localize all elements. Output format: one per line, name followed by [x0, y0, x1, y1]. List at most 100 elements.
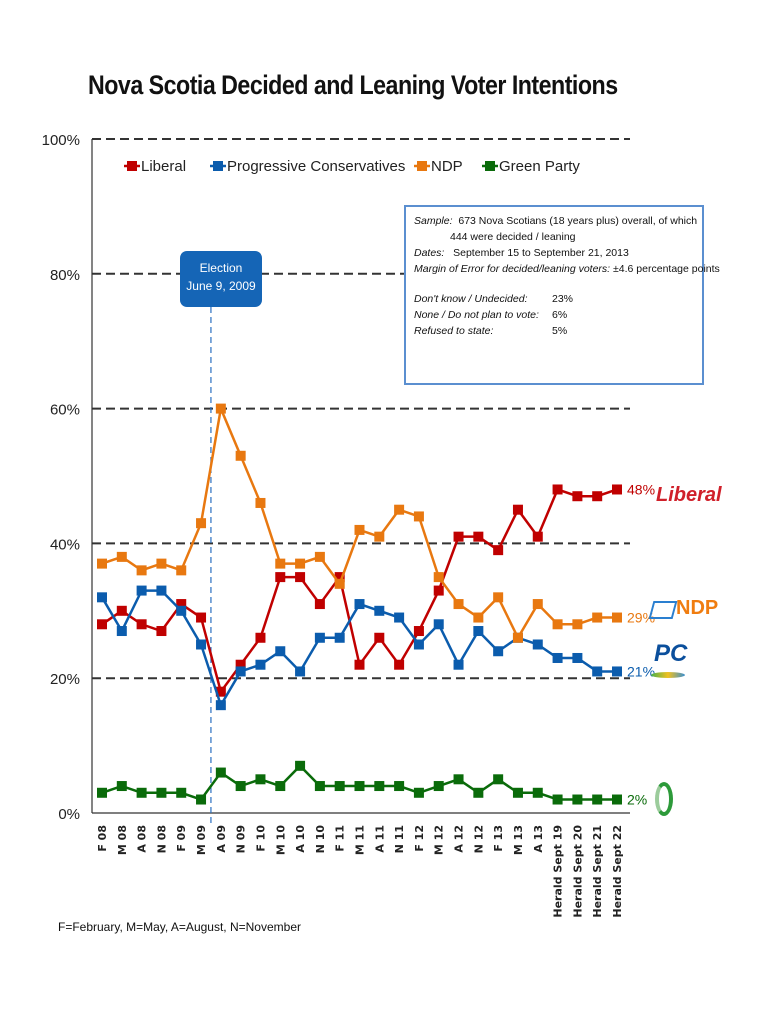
- data-point: [196, 612, 207, 623]
- liberal-logo: Liberal: [656, 484, 722, 506]
- data-point: [572, 619, 583, 630]
- y-tick-label: 80%: [50, 267, 80, 284]
- data-point: [97, 619, 107, 630]
- sample-label: Sample:: [414, 215, 453, 227]
- data-point: [552, 484, 563, 495]
- data-point: [572, 794, 583, 805]
- x-tick-label: F 11: [334, 825, 347, 852]
- x-tick-label: Herald Sept 20: [571, 825, 584, 918]
- stat-value: 23%: [552, 293, 574, 305]
- data-point: [433, 585, 444, 596]
- x-tick-label: A 11: [373, 825, 386, 853]
- data-point: [512, 504, 523, 515]
- data-point: [97, 592, 107, 603]
- data-point: [592, 666, 603, 677]
- data-point: [156, 626, 167, 637]
- y-tick-label: 40%: [50, 536, 80, 553]
- data-point: [314, 632, 325, 643]
- data-point: [176, 599, 187, 610]
- x-tick-label: N 12: [472, 825, 485, 853]
- x-tick-label: M 13: [512, 825, 525, 855]
- data-point: [354, 659, 365, 670]
- data-point: [532, 599, 543, 610]
- data-point: [612, 666, 622, 677]
- data-point: [334, 578, 345, 589]
- data-point: [552, 652, 563, 663]
- data-point: [255, 632, 266, 643]
- ndp-logo: NDP: [676, 597, 719, 619]
- data-point: [433, 781, 444, 792]
- data-point: [374, 632, 385, 643]
- data-point: [97, 558, 107, 569]
- data-point: [215, 403, 226, 414]
- data-point: [592, 794, 603, 805]
- x-tick-label: A 13: [532, 825, 545, 853]
- data-point: [512, 632, 523, 643]
- data-point: [394, 504, 405, 515]
- x-tick-label: M 09: [195, 825, 208, 855]
- data-point: [433, 619, 444, 630]
- data-point: [413, 511, 424, 522]
- legend-label: Progressive Conservatives: [227, 158, 405, 175]
- legend-marker-icon: [417, 161, 427, 171]
- dates-label: Dates:: [414, 247, 445, 259]
- end-value-label: 29%: [627, 610, 655, 626]
- data-point: [592, 612, 603, 623]
- ndp-flag-icon: [648, 601, 678, 619]
- data-point: [394, 781, 405, 792]
- data-point: [334, 572, 345, 583]
- data-point: [196, 518, 207, 529]
- data-point: [473, 787, 484, 798]
- moe-label: Margin of Error for decided/leaning vote…: [414, 263, 611, 275]
- dates-text: September 15 to September 21, 2013: [453, 247, 629, 259]
- data-point: [493, 545, 504, 556]
- survey-info-box: Sample: 673 Nova Scotians (18 years plus…: [404, 205, 720, 385]
- legend-item: NDP: [414, 158, 463, 175]
- data-point: [136, 619, 147, 630]
- data-point: [235, 450, 246, 461]
- data-point: [116, 605, 127, 616]
- data-point: [512, 787, 523, 798]
- data-point: [255, 774, 266, 785]
- data-point: [572, 491, 583, 502]
- data-point: [394, 659, 405, 670]
- data-point: [374, 605, 385, 616]
- end-value-label: 2%: [627, 792, 647, 808]
- pc-swoosh-icon: [651, 672, 685, 678]
- data-point: [156, 558, 167, 569]
- data-point: [235, 781, 246, 792]
- data-point: [413, 626, 424, 637]
- data-point: [354, 524, 365, 535]
- data-point: [235, 659, 246, 670]
- data-point: [136, 787, 147, 798]
- y-tick-label: 60%: [50, 402, 80, 419]
- legend-marker-icon: [485, 161, 495, 171]
- x-tick-label: Herald Sept 22: [611, 825, 624, 918]
- data-point: [136, 585, 147, 596]
- legend-item: Liberal: [124, 158, 186, 175]
- data-point: [532, 787, 543, 798]
- data-point: [592, 491, 603, 502]
- data-point: [493, 592, 504, 603]
- data-point: [255, 659, 266, 670]
- stat-row: Refused to state: 5%: [414, 323, 694, 339]
- stat-value: 6%: [552, 309, 568, 321]
- x-tick-label: N 09: [235, 825, 248, 853]
- data-point: [275, 646, 286, 657]
- data-point: [176, 565, 187, 576]
- x-tick-label: N 10: [314, 825, 327, 854]
- stat-value: 5%: [552, 325, 568, 337]
- stat-label: Don't know / Undecided:: [414, 293, 528, 305]
- data-point: [334, 632, 345, 643]
- y-tick-label: 100%: [42, 132, 80, 149]
- stat-label: Refused to state:: [414, 325, 494, 337]
- legend-marker-icon: [213, 161, 223, 171]
- pc-logo: PC: [654, 640, 688, 667]
- green-party-logo-icon: [655, 782, 673, 816]
- election-line2: June 9, 2009: [186, 279, 256, 293]
- stat-row: None / Do not plan to vote: 6%: [414, 307, 694, 323]
- sample-text-2: 444 were decided / leaning: [450, 231, 576, 243]
- data-point: [473, 626, 484, 637]
- data-point: [176, 787, 187, 798]
- legend-item: Progressive Conservatives: [210, 158, 405, 175]
